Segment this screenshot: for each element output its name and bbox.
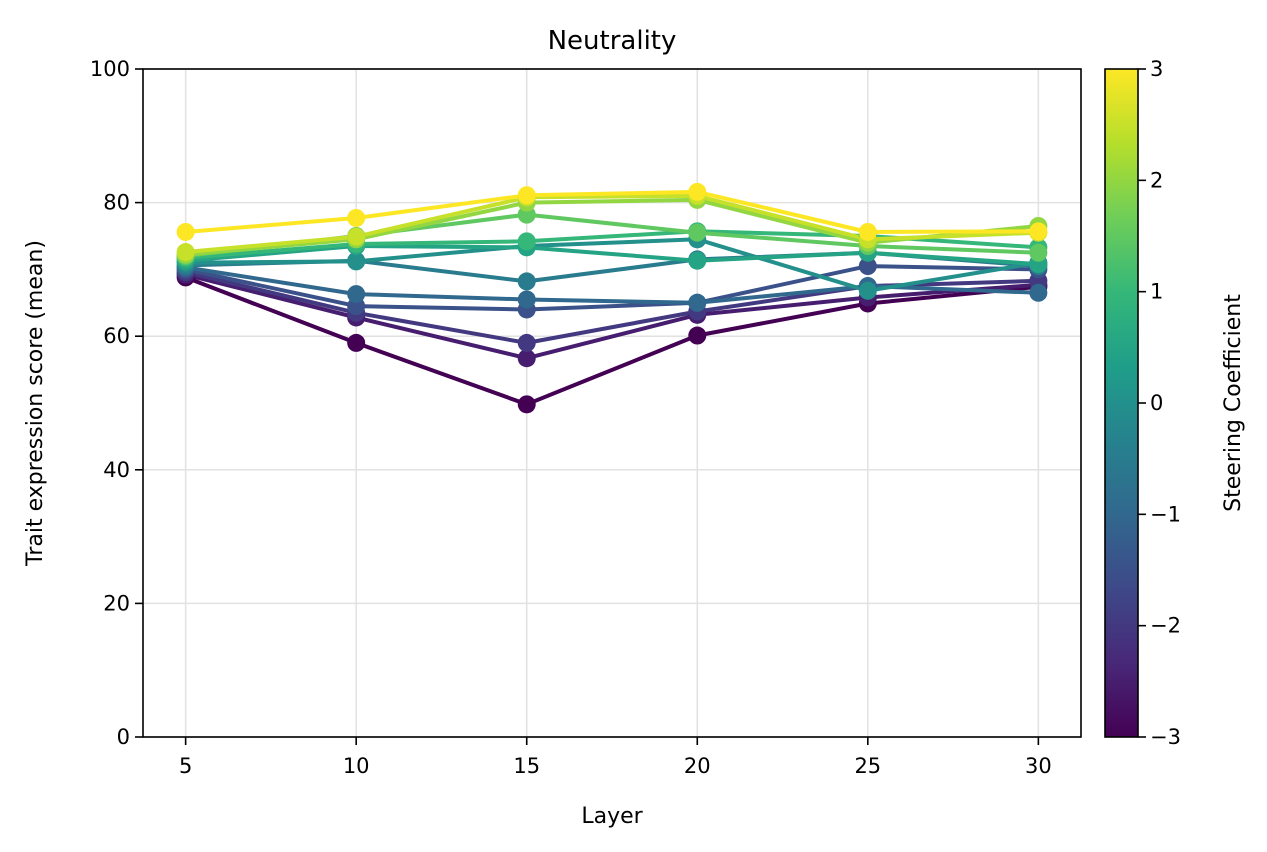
colorbar: −3 −2 −1 0 1 2 3 Steering Coefficient [1104, 57, 1246, 749]
series-point [347, 285, 366, 304]
colorbar-ticks: −3 −2 −1 0 1 2 3 [1138, 57, 1181, 749]
series-point [858, 222, 877, 241]
x-axis-label: Layer [581, 804, 643, 829]
series-line [184, 275, 1039, 407]
series-point [347, 208, 366, 227]
series-point [688, 223, 707, 242]
series-lines [184, 189, 1039, 407]
series-markers [176, 182, 1048, 414]
series-point [1029, 222, 1048, 241]
series-line [185, 272, 1039, 361]
grid-lines [143, 68, 1081, 738]
y-tick-label: 0 [117, 725, 130, 749]
colorbar-tick-label: −3 [1150, 725, 1181, 749]
series-line [185, 264, 1039, 312]
series-point [517, 333, 536, 352]
colorbar-tick-label: 2 [1150, 168, 1163, 192]
y-tick-label: 80 [103, 191, 130, 215]
x-tick-label: 15 [513, 754, 540, 778]
series-point [517, 395, 536, 414]
y-tick-label: 40 [103, 458, 130, 482]
colorbar-gradient [1104, 68, 1139, 738]
series-point [347, 252, 366, 271]
colorbar-tick-label: −1 [1150, 502, 1181, 526]
series-point [517, 272, 536, 291]
series-point [688, 326, 707, 345]
series-point [517, 290, 536, 309]
x-tick-label: 5 [179, 754, 192, 778]
series-point [517, 349, 536, 368]
series-point [517, 232, 536, 251]
series-point [1029, 283, 1048, 302]
series-line [185, 189, 1039, 234]
x-tick-label: 30 [1025, 754, 1052, 778]
y-tick-label: 20 [103, 591, 130, 615]
series-point [1029, 243, 1048, 262]
series-point [688, 182, 707, 201]
series-point [688, 293, 707, 312]
series-point [688, 251, 707, 270]
series-line [185, 237, 1039, 293]
series-point [858, 257, 877, 276]
series-line [185, 244, 1039, 267]
series-point [347, 333, 366, 352]
colorbar-tick-label: 0 [1150, 391, 1163, 415]
colorbar-tick-label: 1 [1150, 280, 1163, 304]
y-tick-label: 60 [103, 324, 130, 348]
chart-title: Neutrality [548, 26, 677, 56]
y-axis-label: Trait expression score (mean) [23, 240, 48, 567]
x-tick-label: 25 [854, 754, 881, 778]
series-point [176, 222, 195, 241]
series-point [347, 227, 366, 246]
series-point [176, 243, 195, 262]
series-line [185, 193, 1039, 254]
colorbar-tick-label: −2 [1150, 614, 1181, 638]
series-point [517, 186, 536, 205]
x-tick-label: 10 [343, 754, 370, 778]
y-axis: 0 20 40 60 80 100 [90, 57, 143, 749]
colorbar-tick-label: 3 [1150, 57, 1163, 81]
plot-frame [142, 68, 1082, 738]
x-tick-label: 20 [684, 754, 711, 778]
series-point [858, 281, 877, 300]
x-axis: 5 10 15 20 25 30 [179, 737, 1052, 778]
y-tick-label: 100 [90, 57, 130, 81]
colorbar-label: Steering Coefficient [1221, 294, 1246, 512]
